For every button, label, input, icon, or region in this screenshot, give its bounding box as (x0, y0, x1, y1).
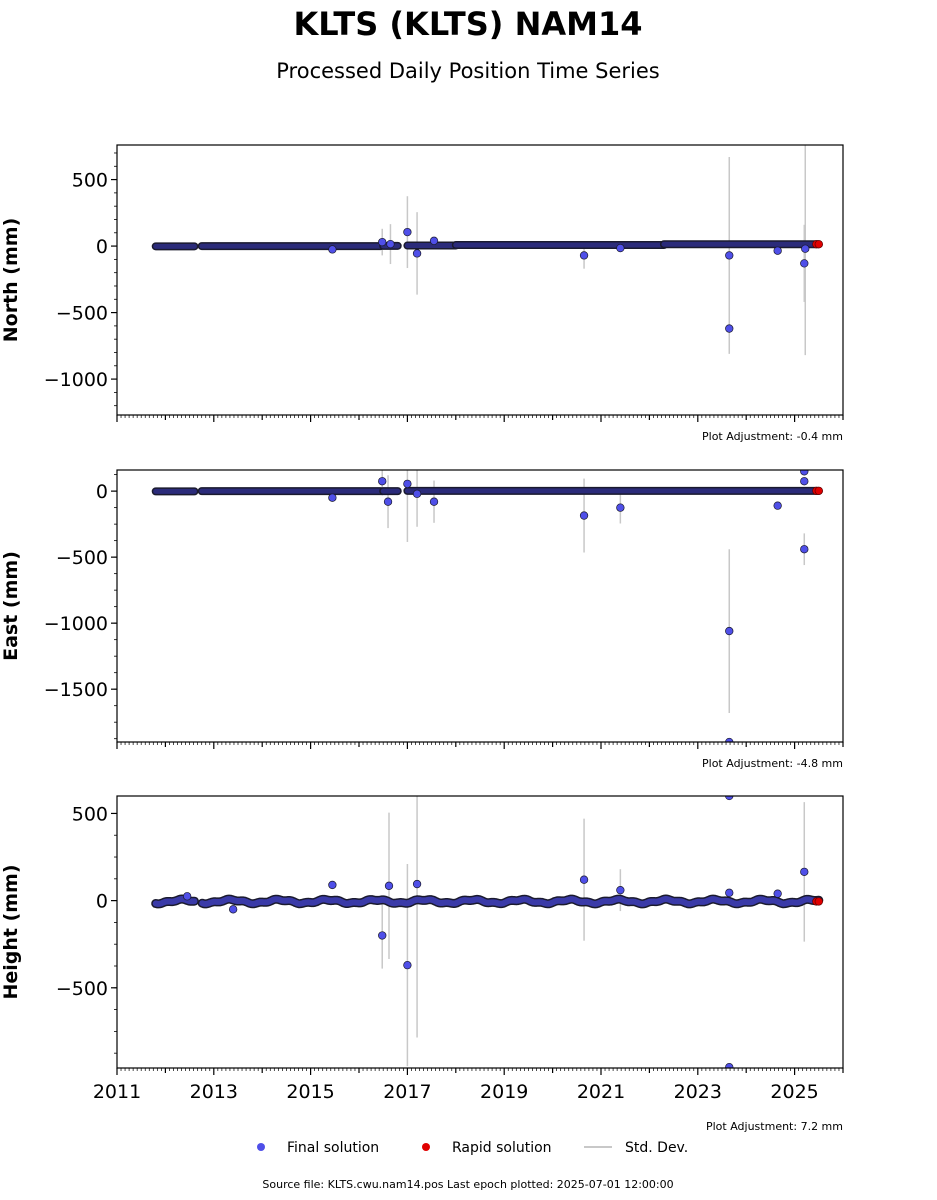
final-solution-point (383, 497, 393, 506)
final-solution-point (412, 489, 422, 498)
final-solution-point (412, 879, 422, 889)
final-solution-point (579, 875, 589, 884)
final-solution-point (725, 626, 734, 636)
plot-adjustment-note: Plot Adjustment: -4.8 mm (702, 757, 843, 770)
x-tick-label: 2015 (286, 1081, 334, 1103)
final-solution-point (800, 867, 809, 876)
y-tick-label: −500 (56, 547, 108, 569)
final-solution-point (378, 477, 387, 486)
final-solution-point (183, 892, 192, 901)
rapid-solution-point (814, 486, 823, 496)
plot-frame (116, 795, 844, 1069)
legend-rapid-label: Rapid solution (452, 1140, 552, 1156)
y-tick-label: −1000 (44, 613, 108, 635)
final-solution-point (328, 880, 337, 890)
plot-area (151, 796, 824, 1068)
final-solution-point (403, 960, 412, 970)
final-solution-point (725, 251, 734, 260)
north-panel: 500 0 −500 −1000 North (mm) Plot Adjustment: … (0, 144, 844, 443)
rapid-solution-point (814, 240, 823, 249)
plot-area (151, 145, 823, 356)
final-solution-point (725, 1062, 734, 1068)
x-tick-label: 2011 (93, 1081, 141, 1103)
y-tick-label: 500 (72, 170, 108, 192)
legend: Final solution Rapid solution Std. Dev. (257, 1140, 688, 1156)
final-solution-point (616, 243, 625, 253)
y-tick-label: −500 (56, 303, 108, 325)
y-tick-label: 0 (96, 236, 108, 258)
source-footer: Source file: KLTS.cwu.nam14.pos Last epo… (262, 1178, 673, 1191)
final-solution-point (725, 324, 734, 333)
final-solution-point (378, 931, 387, 940)
y-tick-label: −1500 (44, 679, 108, 701)
final-solution-point (386, 239, 395, 249)
y-tick-label: 500 (72, 803, 108, 825)
final-solution-point (616, 503, 625, 512)
final-solution-point (773, 889, 782, 898)
legend-stddev-label: Std. Dev. (625, 1140, 688, 1156)
final-solution-point (328, 245, 337, 254)
final-solution-point (229, 905, 238, 914)
legend-final-label: Final solution (287, 1140, 379, 1156)
x-tick-label: 2021 (577, 1081, 625, 1103)
y-tick-label: 0 (96, 481, 108, 503)
final-solution-point (579, 511, 589, 520)
y-tick-label: 0 (96, 891, 108, 913)
chart-subtitle: Processed Daily Position Time Series (276, 59, 660, 83)
y-tick-label: −500 (56, 978, 108, 1000)
final-solution-point (429, 497, 439, 506)
plot-area (151, 470, 823, 742)
x-tick-label: 2013 (190, 1081, 238, 1103)
plot-frame (116, 144, 844, 416)
final-solution-point (725, 888, 734, 897)
final-solution-point (378, 237, 387, 247)
y-tick-label: −1000 (44, 369, 108, 391)
y-axis-label: North (mm) (0, 218, 22, 343)
rapid-solution-point (814, 897, 823, 906)
final-solution-point (773, 246, 782, 255)
x-tick-label: 2019 (480, 1081, 528, 1103)
final-solution-point (800, 259, 809, 268)
legend-rapid-marker (422, 1143, 430, 1151)
y-axis-label: East (mm) (0, 551, 22, 661)
final-solution-point (800, 477, 809, 486)
final-solution-point (328, 493, 337, 502)
legend-final-marker (257, 1143, 265, 1151)
x-tick-label: 2023 (674, 1081, 722, 1103)
x-tick-label: 2017 (383, 1081, 431, 1103)
y-axis-label: Height (mm) (0, 864, 22, 999)
final-solution-point (616, 886, 625, 895)
final-solution-point (800, 545, 809, 554)
final-solution-point (403, 227, 412, 237)
final-solution-point (412, 249, 422, 258)
series-band (199, 896, 822, 907)
final-solution-point (773, 501, 782, 510)
east-panel: 0 −500 −1000 −1500 East (mm) Plot Adjustment:… (0, 469, 844, 770)
final-solution-point (384, 881, 394, 890)
series-band (152, 896, 198, 907)
x-tick-label: 2025 (770, 1081, 818, 1103)
final-solution-point (429, 236, 439, 245)
chart-title: KLTS (KLTS) NAM14 (294, 5, 643, 43)
height-panel: 500 0 −500 2011 2013 2015 2017 2019 2021 2023 2025… (0, 795, 844, 1133)
plot-adjustment-note: Plot Adjustment: -0.4 mm (702, 430, 843, 443)
plot-frame (116, 469, 844, 743)
plot-adjustment-note: Plot Adjustment: 7.2 mm (706, 1120, 843, 1133)
final-solution-point (801, 244, 810, 253)
final-solution-point (725, 737, 734, 742)
final-solution-point (800, 470, 809, 476)
final-solution-point (579, 251, 589, 260)
final-solution-point (403, 479, 412, 489)
